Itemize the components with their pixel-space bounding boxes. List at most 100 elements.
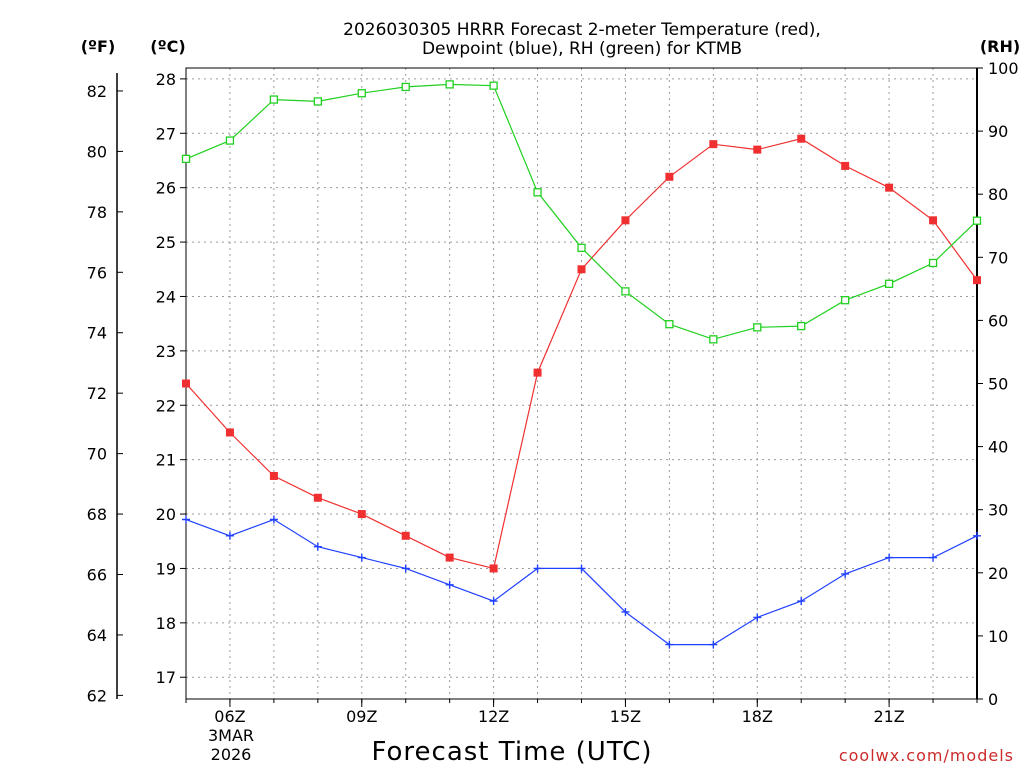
celsius-tick-label: 25 xyxy=(156,233,176,252)
dewpoint-data-point xyxy=(445,580,454,589)
temperature-data-point xyxy=(401,531,410,540)
rh-tick-label: 60 xyxy=(988,311,1008,330)
celsius-tick-label: 28 xyxy=(156,70,176,89)
axis-layer: 17 18 19 20 21 22 23 24 25 26 27 28 62 64 66 68 70 72 74 76… xyxy=(87,59,1019,726)
celsius-tick-label: 27 xyxy=(156,124,176,143)
dewpoint-data-point xyxy=(401,564,410,573)
celsius-unit-label: (ºC) xyxy=(150,37,185,56)
temperature-data-point xyxy=(929,216,938,225)
fahrenheit-tick-label: 66 xyxy=(87,565,107,584)
date-label-year: 2026 xyxy=(211,745,252,764)
dewpoint-data-point xyxy=(577,564,586,573)
celsius-tick-label: 17 xyxy=(156,668,176,687)
temperature-data-point xyxy=(313,493,322,502)
rh-data-point xyxy=(884,279,894,288)
rh-data-point xyxy=(445,80,454,89)
dewpoint-data-point xyxy=(489,597,498,606)
rh-data-point xyxy=(225,136,235,145)
rh-data-point xyxy=(533,188,542,197)
fahrenheit-tick-label: 72 xyxy=(87,384,107,403)
temperature-data-point xyxy=(533,368,542,377)
dewpoint-data-point xyxy=(885,553,894,562)
dewpoint-data-point xyxy=(929,553,938,562)
x-tick-label: 18Z xyxy=(742,707,773,726)
celsius-tick-label: 19 xyxy=(156,559,176,578)
rh-data-point xyxy=(753,323,762,332)
dewpoint-data-point xyxy=(269,515,278,524)
rh-data-point xyxy=(577,243,586,252)
temperature-data-point xyxy=(269,471,278,480)
rh-data-point xyxy=(797,321,806,331)
fahrenheit-tick-label: 62 xyxy=(87,686,107,705)
temperature-data-point xyxy=(621,216,630,225)
rh-data-point xyxy=(709,335,718,344)
x-tick-label: 15Z xyxy=(610,707,641,726)
dewpoint-data-point xyxy=(533,564,542,573)
temperature-data-point xyxy=(885,183,894,192)
rh-tick-label: 100 xyxy=(988,59,1019,78)
rh-data-point xyxy=(972,216,982,225)
dewpoint-data-point xyxy=(797,597,806,606)
temperature-data-point xyxy=(182,379,190,388)
dewpoint-data-point xyxy=(709,640,718,649)
rh-data-point xyxy=(841,296,850,305)
rh-data-point xyxy=(401,82,410,92)
fahrenheit-tick-label: 80 xyxy=(87,142,107,161)
rh-tick-label: 50 xyxy=(988,375,1008,394)
rh-tick-label: 10 xyxy=(988,627,1008,646)
fahrenheit-tick-label: 68 xyxy=(87,505,107,524)
date-label-month: 3MAR xyxy=(208,726,254,745)
chart-title-line-2: Dewpoint (blue), RH (green) for KTMB xyxy=(422,39,742,59)
temperature-data-point xyxy=(841,161,850,170)
rh-tick-label: 80 xyxy=(988,185,1008,204)
plot-frame xyxy=(185,67,978,700)
dewpoint-data-point xyxy=(621,607,630,616)
rh-data-point xyxy=(269,95,279,104)
temperature-data-point xyxy=(973,276,981,285)
temperature-data-point xyxy=(445,553,454,562)
rh-data-point xyxy=(665,320,674,329)
site-credit: coolwx.com/models xyxy=(839,746,1014,765)
temperature-data-point xyxy=(753,145,762,154)
rh-tick-label: 70 xyxy=(988,248,1008,267)
x-tick-label: 12Z xyxy=(478,707,509,726)
celsius-tick-label: 21 xyxy=(156,451,176,470)
rh-tick-label: 0 xyxy=(988,690,998,709)
fahrenheit-tick-label: 78 xyxy=(87,203,107,222)
celsius-tick-label: 20 xyxy=(156,505,176,524)
fahrenheit-tick-label: 76 xyxy=(87,263,107,282)
temperature-data-point xyxy=(797,134,806,143)
celsius-tick-label: 23 xyxy=(156,342,176,361)
celsius-tick-label: 26 xyxy=(156,179,176,198)
dewpoint-data-point xyxy=(313,542,322,551)
fahrenheit-tick-label: 82 xyxy=(87,82,107,101)
grid-layer xyxy=(186,68,977,699)
temperature-data-point xyxy=(489,564,498,573)
dewpoint-data-point xyxy=(973,531,981,540)
temperature-data-point xyxy=(225,428,234,437)
temperature-series-line xyxy=(185,138,978,570)
celsius-tick-label: 24 xyxy=(156,287,176,306)
fahrenheit-tick-label: 64 xyxy=(87,626,107,645)
fahrenheit-tick-label: 70 xyxy=(87,445,107,464)
rh-tick-label: 20 xyxy=(988,564,1008,583)
rh-data-point xyxy=(928,258,938,268)
rh-unit-label: (RH) xyxy=(980,37,1020,56)
dewpoint-data-point xyxy=(841,569,850,578)
rh-data-point xyxy=(313,97,322,106)
fahrenheit-unit-label: (ºF) xyxy=(81,37,116,56)
x-tick-label: 06Z xyxy=(214,707,245,726)
rh-data-point xyxy=(181,154,191,164)
celsius-tick-label: 22 xyxy=(156,396,176,415)
celsius-tick-label: 18 xyxy=(156,614,176,633)
x-tick-label: 21Z xyxy=(873,707,904,726)
rh-tick-label: 30 xyxy=(988,501,1008,520)
rh-data-point xyxy=(621,287,630,296)
dewpoint-data-point xyxy=(665,640,674,649)
rh-tick-label: 90 xyxy=(988,122,1008,141)
rh-data-point xyxy=(489,81,498,90)
dewpoint-series-line xyxy=(185,518,978,646)
temperature-data-point xyxy=(709,140,718,149)
temperature-data-point xyxy=(357,510,366,519)
